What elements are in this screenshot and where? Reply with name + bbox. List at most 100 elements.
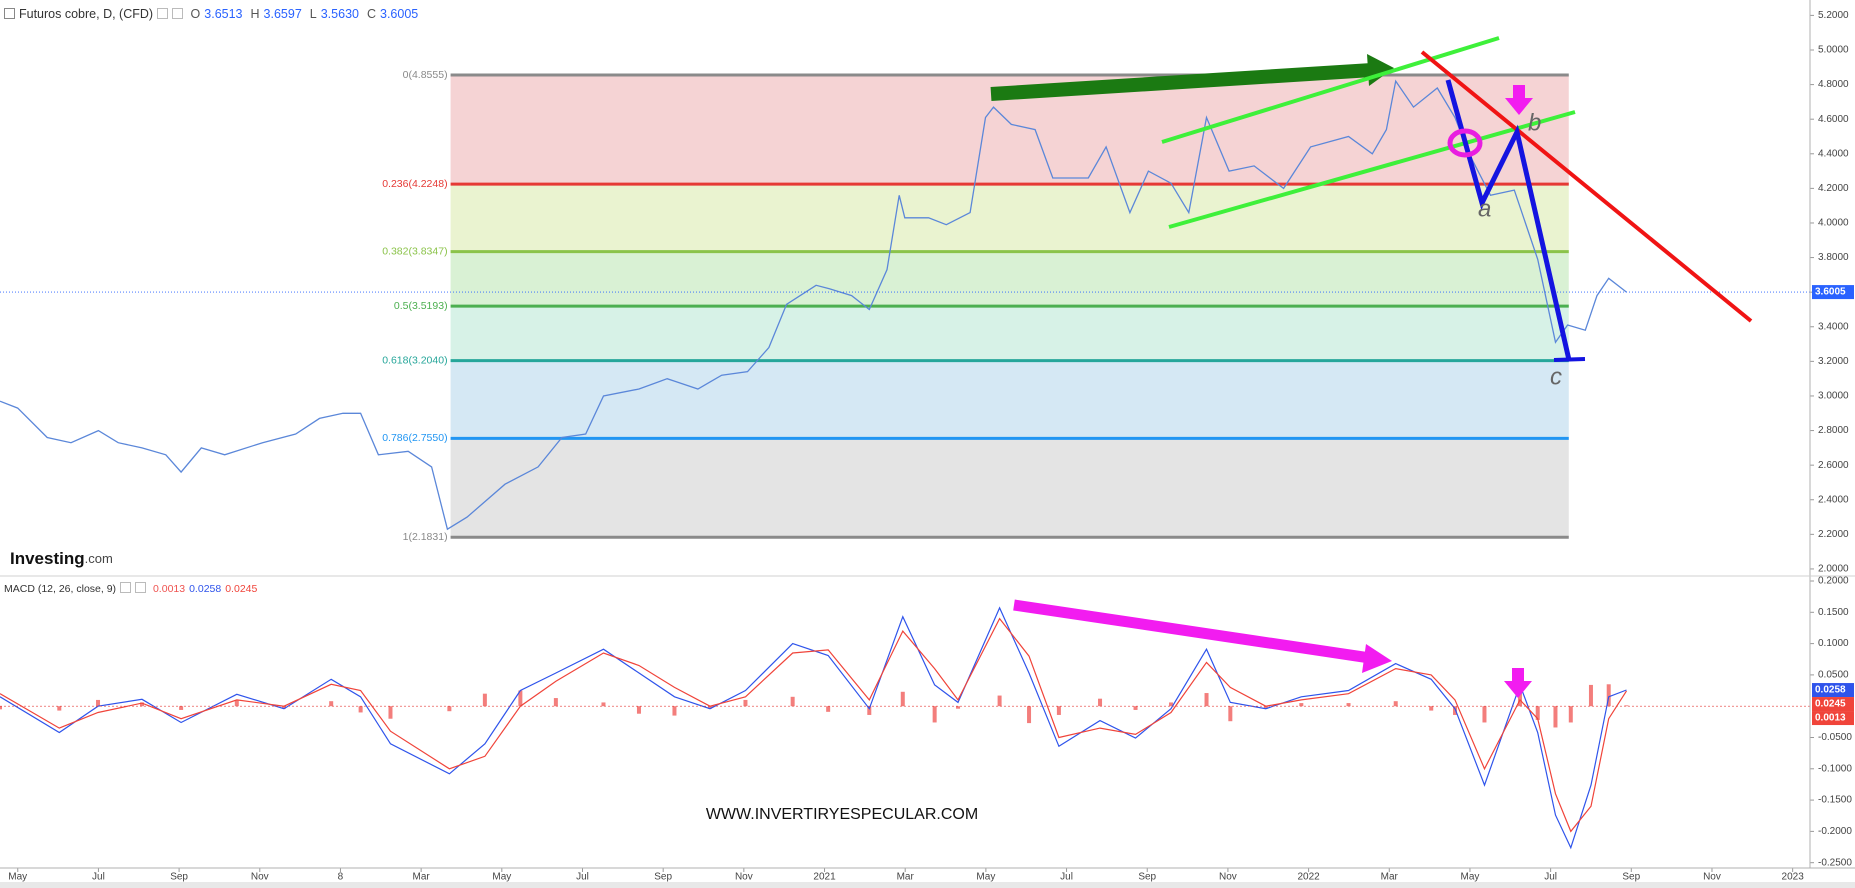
fib-band	[450, 184, 1569, 252]
macd-line	[0, 617, 1628, 833]
collapse-icon[interactable]	[4, 8, 15, 19]
y-tick-label: -0.0500	[1818, 732, 1852, 743]
last-value-badge: 0.0258	[1815, 685, 1846, 696]
circle-mark	[1447, 128, 1483, 158]
histogram-bar	[139, 702, 144, 707]
histogram-bar	[1606, 684, 1611, 707]
ohlc-value: 3.6597	[263, 7, 302, 21]
histogram-bar	[1588, 684, 1593, 707]
x-tick-label: Nov	[1219, 872, 1237, 883]
x-tick-label: Mar	[897, 872, 915, 883]
histogram-bar	[1228, 706, 1233, 722]
ohlc-key: H	[250, 7, 260, 21]
last-value-badge-bg	[1812, 711, 1854, 726]
y-tick-label: -0.2000	[1818, 826, 1852, 837]
histogram-bar	[997, 695, 1002, 707]
fib-label: 0.786(2.7550)	[382, 432, 447, 444]
histogram-bar	[867, 706, 872, 715]
y-tick-label: -0.1500	[1818, 795, 1852, 806]
x-tick-label: May	[976, 872, 995, 883]
x-tick-label: 8	[338, 872, 344, 883]
ohlc-value: 3.5630	[320, 7, 359, 21]
x-tick-label: May	[492, 872, 511, 883]
x-tick-label: Sep	[654, 872, 672, 883]
channel-line	[1168, 110, 1576, 229]
fib-label: 0(4.8555)	[403, 69, 448, 81]
x-tick-label: Mar	[413, 872, 431, 883]
fib-label: 0.618(3.2040)	[382, 354, 447, 366]
y-tick-label: 4.6000	[1818, 114, 1849, 125]
y-tick-label: -0.2500	[1818, 857, 1852, 868]
ohlc-key: L	[309, 7, 317, 21]
x-tick-label: May	[1460, 872, 1479, 883]
divergence-arrow	[1013, 599, 1371, 664]
last-value-badge: 0.0013	[1815, 713, 1846, 724]
histogram-bar	[388, 706, 393, 719]
histogram-bar	[743, 699, 748, 707]
histogram-bar	[234, 700, 239, 707]
histogram-bar	[1133, 706, 1138, 710]
histogram-bar	[636, 706, 641, 714]
settings-icon[interactable]	[157, 8, 169, 19]
close-icon[interactable]	[172, 8, 184, 19]
y-tick-label: 4.4000	[1818, 148, 1849, 159]
histogram-bar	[1568, 706, 1573, 723]
histogram-bar	[790, 696, 795, 707]
last-value-badge-bg	[1812, 697, 1854, 712]
y-tick-label: 2.0000	[1818, 564, 1849, 575]
header: Futuros cobre, D, (CFD) O 3.6513 H 3.6597 L 3…	[4, 7, 430, 21]
legend-value: 0.0245	[225, 583, 258, 595]
drawings: a b c	[990, 36, 1753, 698]
wave-letter: c	[1550, 363, 1562, 390]
y-tick-label: 4.8000	[1818, 79, 1849, 90]
histogram-bar	[553, 698, 558, 707]
fib-label: 0.236(4.2248)	[382, 178, 447, 190]
histogram-bar	[1624, 705, 1629, 707]
histogram-bar	[826, 706, 831, 712]
histogram-bar	[1263, 706, 1268, 709]
x-tick-label: Jul	[1060, 872, 1073, 883]
fib-band	[450, 438, 1569, 538]
histogram-bar	[1027, 706, 1032, 724]
wave-letter: a	[1478, 195, 1491, 222]
histogram-bar	[707, 706, 712, 709]
y-tick-label: 0.0500	[1818, 670, 1849, 681]
ohlc-key: O	[190, 7, 201, 21]
y-tick-label: 5.2000	[1818, 10, 1849, 21]
x-tick-label: Sep	[1622, 872, 1640, 883]
histogram-bar	[672, 706, 677, 716]
down-arrow	[1504, 681, 1532, 698]
x-tick-label: Nov	[1703, 872, 1721, 883]
y-tick-label: 0.1000	[1818, 638, 1849, 649]
histogram-bar	[179, 706, 184, 710]
ohlc-value: 3.6513	[204, 7, 243, 21]
settings-icon[interactable]	[120, 582, 132, 593]
macd-legend: MACD (12, 26, close, 9) 0.0013 0.0258 0.02…	[4, 582, 265, 595]
histogram-bar	[1346, 703, 1351, 707]
x-tick-label: Nov	[735, 872, 753, 883]
logo: Investing.com	[10, 549, 113, 568]
x-tick-label: 2022	[1297, 872, 1320, 883]
ohlc-key: C	[366, 7, 376, 21]
x-tick-label: May	[8, 872, 27, 883]
resistance-line	[1420, 50, 1753, 323]
histogram-bar	[1535, 706, 1540, 720]
histogram-bar	[601, 702, 606, 707]
histogram-bar	[482, 693, 487, 707]
macd-title: MACD (12, 26, close, 9)	[4, 583, 117, 595]
y-tick-label: -0.1000	[1818, 763, 1852, 774]
wave-base	[1553, 357, 1586, 362]
fib-band	[450, 251, 1569, 307]
y-tick-label: 0.1500	[1818, 607, 1849, 618]
y-tick-label: 2.2000	[1818, 529, 1849, 540]
panes: 2.0000 2.2000 2.4000 2.6000 2.8000 3.0000 3.20…	[0, 10, 1854, 883]
y-tick-label: 5.0000	[1818, 45, 1849, 56]
histogram-bar	[96, 699, 101, 707]
last-value-badge-bg	[1812, 683, 1854, 698]
histogram-bar	[1553, 706, 1558, 728]
fib-band	[450, 360, 1569, 439]
close-icon[interactable]	[135, 582, 147, 593]
histogram-bar	[1482, 706, 1487, 723]
histogram-bar	[329, 701, 334, 707]
last-value-badge: 0.0245	[1815, 699, 1846, 710]
